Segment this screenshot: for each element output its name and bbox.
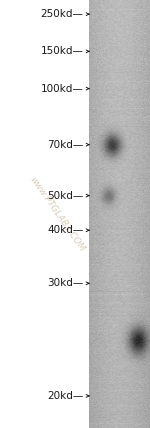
Text: 30kd—: 30kd— — [47, 278, 83, 288]
Text: 150kd—: 150kd— — [40, 46, 83, 56]
Text: 20kd—: 20kd— — [47, 391, 83, 401]
Text: 100kd—: 100kd— — [40, 83, 83, 94]
Text: 250kd—: 250kd— — [40, 9, 83, 19]
Text: 40kd—: 40kd— — [47, 225, 83, 235]
Text: 70kd—: 70kd— — [47, 140, 83, 150]
Text: 50kd—: 50kd— — [47, 190, 83, 201]
Text: www.PTGLAB3.COM: www.PTGLAB3.COM — [28, 175, 86, 253]
